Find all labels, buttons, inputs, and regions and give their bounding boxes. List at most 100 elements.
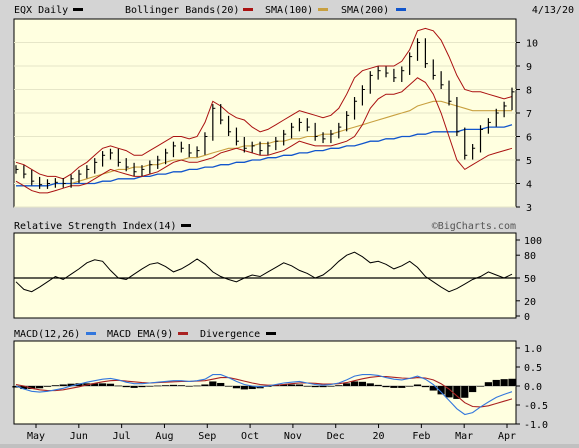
bollinger-legend-swatch [243, 8, 253, 11]
divergence-bar [217, 382, 225, 386]
divergence-bar [319, 386, 327, 388]
divergence-bar [114, 385, 122, 387]
divergence-label: Divergence [200, 329, 260, 340]
rsi-panel [13, 232, 517, 319]
rsi-line [15, 251, 513, 293]
macd-legend-swatch [86, 332, 96, 335]
divergence-bar [406, 386, 414, 387]
x-tick-label: Nov [284, 431, 302, 442]
bollinger-label: Bollinger Bands(20) [125, 5, 239, 16]
macd-ema-label: MACD EMA(9) [107, 329, 173, 340]
chart-date: 4/13/20 [532, 5, 574, 16]
divergence-bar [476, 386, 485, 387]
divergence-bar [138, 386, 146, 388]
price-tick-label: 4 [526, 180, 532, 191]
divergence-bar [169, 384, 178, 386]
x-tick-label: Jun [70, 431, 88, 442]
divergence-bar [343, 383, 351, 386]
bollinger-upper-line [15, 27, 513, 180]
x-tick-label: Feb [412, 431, 430, 442]
divergence-bar [36, 386, 44, 389]
divergence-bar [240, 386, 248, 390]
divergence-bar [335, 385, 343, 386]
divergence-bar [12, 386, 20, 388]
macd-label: MACD(12,26) [14, 329, 80, 340]
x-tick-label: Mar [455, 431, 473, 442]
bollinger-lower-line [15, 77, 513, 194]
divergence-bar [146, 386, 154, 387]
sma200-label: SMA(200) [341, 5, 389, 16]
macd-line [15, 374, 513, 416]
divergence-bar [421, 386, 429, 388]
sma200-line [16, 124, 513, 187]
sma100-legend-swatch [318, 8, 328, 11]
macd-tick-label: 0.5 [524, 363, 542, 374]
divergence-bar [500, 379, 508, 386]
divergence-bar [445, 386, 453, 398]
x-tick-label: Jul [113, 431, 131, 442]
divergence-bar [20, 386, 28, 390]
divergence-bar [350, 381, 359, 386]
divergence-bar [280, 384, 288, 386]
rsi-title: Relative Strength Index(14) [14, 221, 177, 232]
divergence-bar [130, 386, 138, 388]
rsi-tick-label: 50 [524, 274, 536, 285]
divergence-bar [311, 386, 319, 388]
x-tick-label: May [27, 431, 45, 442]
divergence-bar [453, 386, 461, 399]
rsi-tick-label: 80 [524, 251, 536, 262]
divergence-bar [429, 386, 437, 391]
divergence-bar [413, 384, 422, 386]
divergence-bar [374, 384, 382, 386]
divergence-bar [508, 378, 516, 386]
x-tick-label: 20 [373, 431, 385, 442]
price-tick-label: 9 [526, 62, 532, 73]
divergence-bar [390, 386, 398, 388]
sma100-label: SMA(100) [265, 5, 313, 16]
divergence-bar [43, 386, 52, 387]
rsi-tick-label: 100 [524, 236, 542, 247]
divergence-bar [177, 385, 185, 386]
divergence-bar [224, 386, 233, 387]
divergence-legend-swatch [266, 332, 276, 335]
x-tick-label: Apr [498, 431, 516, 442]
x-tick-label: Dec [327, 431, 345, 442]
watermark: ©BigCharts.com [432, 221, 516, 232]
rsi-legend-swatch [181, 224, 191, 227]
divergence-bar [154, 385, 162, 387]
divergence-bar [161, 385, 170, 386]
divergence-bar [461, 386, 469, 398]
rsi-tick-label: 0 [524, 312, 530, 323]
macd-panel [13, 340, 517, 425]
price-tick-label: 10 [526, 39, 538, 50]
macd-ema-line [15, 375, 513, 408]
price-tick-label: 5 [526, 156, 532, 167]
divergence-bar [492, 379, 500, 386]
divergence-bar [248, 386, 256, 390]
price-tick-label: 3 [526, 203, 532, 214]
divergence-bar [287, 384, 296, 386]
price-tick-label: 8 [526, 86, 532, 97]
divergence-bar [106, 383, 115, 386]
divergence-bar [327, 386, 335, 387]
macd-tick-label: 0.0 [524, 382, 542, 393]
rsi-tick-label: 20 [524, 297, 536, 308]
divergence-bar [75, 383, 83, 386]
divergence-bar [303, 386, 311, 387]
divergence-bar [484, 382, 492, 386]
divergence-bar [366, 383, 374, 386]
macd-tick-label: 1.0 [524, 344, 542, 355]
divergence-bar [51, 385, 59, 386]
macd-tick-label: -1.0 [524, 420, 548, 431]
divergence-bar [469, 386, 477, 393]
divergence-bar [67, 383, 75, 386]
price-tick-label: 6 [526, 133, 532, 144]
divergence-bar [185, 386, 193, 387]
sma200-legend-swatch [396, 8, 406, 11]
divergence-bar [295, 384, 304, 386]
price-tick-label: 7 [526, 109, 532, 120]
divergence-bar [358, 381, 367, 386]
x-tick-label: Sep [198, 431, 216, 442]
divergence-bar [28, 386, 36, 390]
